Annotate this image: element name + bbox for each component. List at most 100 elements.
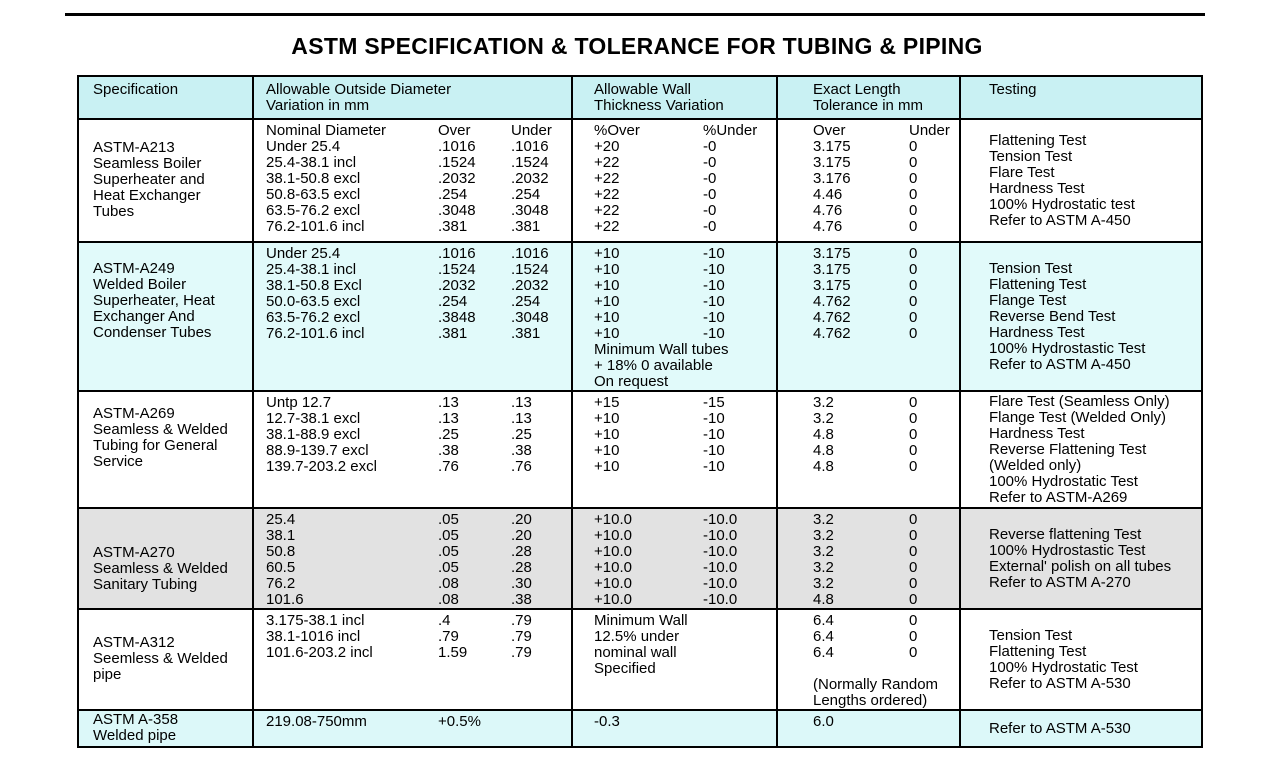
- length-under: 0: [909, 644, 918, 661]
- length-line: 3.2 0: [813, 411, 959, 427]
- length-under: 0: [909, 394, 918, 411]
- length-over: 6.4: [813, 628, 834, 645]
- wall-under: -0: [703, 154, 717, 171]
- wall-under: -10: [703, 442, 725, 459]
- wall-over: +10: [594, 426, 620, 443]
- wall-over: +10.0: [594, 511, 632, 528]
- length-over: 3.2: [813, 410, 834, 427]
- diameter-range: 38.1-50.8 Excl: [266, 277, 362, 294]
- diameter-under: .381: [511, 218, 541, 235]
- spec-line: ASTM-A249: [93, 260, 175, 277]
- diameter-over: .1016: [438, 245, 476, 262]
- length-under: 0: [909, 261, 918, 278]
- diameter-line: 50.8-63.5 excl .254 .254: [266, 187, 571, 203]
- diameter-line: 139.7-203.2 excl .76 .76: [266, 459, 571, 475]
- length-under: 0: [909, 527, 918, 544]
- spec-line: Seamless Boiler: [93, 155, 202, 172]
- wall-over: +22: [594, 218, 620, 235]
- diameter-under: .1016: [511, 138, 549, 155]
- length-note: (Normally Random: [813, 676, 939, 693]
- length-under: 0: [909, 186, 918, 203]
- header-line: Specification: [93, 81, 179, 98]
- wall-line: +10 -10: [594, 459, 776, 475]
- wall-under: -0: [703, 186, 717, 203]
- length-line: 3.175 0: [813, 155, 959, 171]
- length-line: 4.76 0: [813, 219, 959, 235]
- testing-line: Tension Test: [989, 147, 1073, 165]
- diameter-under: .2032: [511, 170, 549, 187]
- wall-over: +10.0: [594, 591, 632, 608]
- diameter-over: .3848: [438, 309, 476, 326]
- diameter-line: 50.8 .05 .28: [266, 544, 571, 560]
- spec-line: ASTM A-358: [93, 711, 179, 728]
- wall-line: +22 -0: [594, 203, 776, 219]
- wall-over: +15: [594, 394, 620, 411]
- diameter-range: 25.4: [266, 511, 296, 528]
- diameter-cell: 25.4 .05 .20 38.1 .05 .20 50.8 .05 .28 60.5 .05 .28…: [252, 509, 571, 608]
- diameter-range: Under 25.4: [266, 245, 341, 262]
- diameter-range: 25.4-38.1 incl: [266, 261, 357, 278]
- diameter-under: .254: [511, 186, 541, 203]
- wall-cell: %Over %Under +20 -0 +22 -0 +22 -0 +22 -0 +22 -0 +22 -…: [571, 120, 776, 241]
- testing-line: Hardness Test: [989, 323, 1085, 341]
- testing-line: Tension Test: [989, 259, 1073, 277]
- diameter-under: .76: [511, 458, 532, 475]
- length-over: 3.2: [813, 527, 834, 544]
- diameter-line: 76.2-101.6 incl .381 .381: [266, 326, 571, 342]
- length-over: 3.175: [813, 261, 851, 278]
- testing-line: Refer to ASTM A-530: [989, 719, 1131, 737]
- diameter-range: 25.4-38.1 incl: [266, 154, 357, 171]
- wall-under: -0: [703, 218, 717, 235]
- testing-cell: Flattening Test Tension Test Flare Test Har…: [959, 120, 1201, 241]
- wall-line: +22 -0: [594, 171, 776, 187]
- diameter-cell: Under 25.4 .1016 .1016 25.4-38.1 incl .1524.…: [252, 243, 571, 390]
- header-wall-thickness: Allowable Wall Thickness Variation: [571, 77, 776, 118]
- diameter-over: .1524: [438, 154, 476, 171]
- diameter-line: 25.4-38.1 incl .1524 .1524: [266, 262, 571, 278]
- length-line: 4.8 0: [813, 459, 959, 475]
- wall-cell: Minimum Wall 12.5% under nominal wall Speci…: [571, 610, 776, 709]
- diameter-under: .3048: [511, 202, 549, 219]
- wall-line: +10 -10: [594, 294, 776, 310]
- length-under: Under: [909, 122, 950, 139]
- spec-cell: ASTM-A213 Seamless Boiler Superheater and H…: [79, 120, 252, 241]
- length-under: 0: [909, 154, 918, 171]
- spec-line: Seamless & Welded: [93, 421, 228, 438]
- diameter-cell: Nominal Diameter Over Under Under 25.4 .1016…: [252, 120, 571, 241]
- wall-over: %Over: [594, 122, 640, 139]
- testing-cell: Reverse flattening Test 100% Hydrostastic…: [959, 509, 1201, 608]
- diameter-line: Nominal Diameter Over Under: [266, 123, 571, 139]
- wall-note: + 18% 0 available: [594, 357, 713, 374]
- wall-line: +10 -10: [594, 427, 776, 443]
- wall-over: +10.0: [594, 559, 632, 576]
- wall-cell: -0.3: [571, 711, 776, 746]
- diameter-range: 60.5: [266, 559, 296, 576]
- testing-cell: Tension Test Flattening Test Flange Test Re…: [959, 243, 1201, 390]
- wall-under: -10: [703, 410, 725, 427]
- wall-line: +22 -0: [594, 187, 776, 203]
- length-cell: 6.0: [776, 711, 959, 746]
- diameter-line: 60.5 .05 .28: [266, 560, 571, 576]
- wall-under: -10.0: [703, 543, 738, 560]
- diameter-under: .20: [511, 527, 532, 544]
- length-line: 4.8 0: [813, 427, 959, 443]
- wall-under: -0: [703, 202, 717, 219]
- length-under: 0: [909, 575, 918, 592]
- diameter-range: Untp 12.7: [266, 394, 332, 411]
- wall-under: -10.0: [703, 591, 738, 608]
- length-line: 4.76 0: [813, 203, 959, 219]
- length-over: 4.8: [813, 442, 834, 459]
- spec-cell: ASTM-A249 Welded Boiler Superheater, Heat E…: [79, 243, 252, 390]
- testing-line: Reverse Flattening Test: [989, 440, 1147, 458]
- table-row: ASTM-A213 Seamless Boiler Superheater and H…: [79, 118, 1201, 241]
- testing-line: Flange Test: [989, 291, 1067, 309]
- length-under: 0: [909, 202, 918, 219]
- wall-line: +10.0 -10.0: [594, 544, 776, 560]
- diameter-over: .3048: [438, 202, 476, 219]
- diameter-over: .1016: [438, 138, 476, 155]
- diameter-under: .381: [511, 325, 541, 342]
- length-over: 4.46: [813, 186, 843, 203]
- length-over: 3.2: [813, 511, 834, 528]
- length-over: 6.4: [813, 612, 834, 629]
